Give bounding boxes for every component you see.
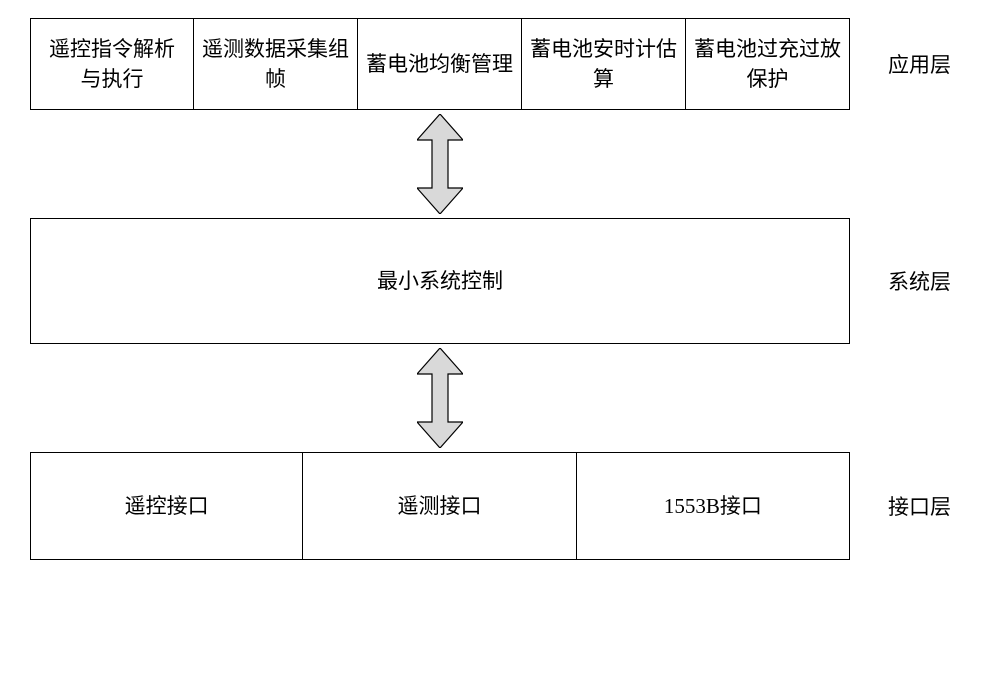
system-layer-row: 最小系统控制 系统层: [30, 218, 970, 344]
application-layer-boxes: 遥控指令解析与执行遥测数据采集组帧蓄电池均衡管理蓄电池安时计估算蓄电池过充过放保…: [30, 18, 850, 110]
top-box: 蓄电池过充过放保护: [686, 18, 850, 110]
architecture-diagram: 遥控指令解析与执行遥测数据采集组帧蓄电池均衡管理蓄电池安时计估算蓄电池过充过放保…: [30, 18, 970, 560]
application-layer-label: 应用层: [888, 49, 951, 79]
interface-layer-boxes: 遥控接口遥测接口1553B接口: [30, 452, 850, 560]
bottom-box: 1553B接口: [577, 452, 850, 560]
arrow-middle-bottom: [30, 344, 850, 452]
system-layer-label: 系统层: [888, 266, 951, 296]
top-box: 蓄电池均衡管理: [358, 18, 522, 110]
middle-box: 最小系统控制: [30, 218, 850, 344]
application-layer-row: 遥控指令解析与执行遥测数据采集组帧蓄电池均衡管理蓄电池安时计估算蓄电池过充过放保…: [30, 18, 970, 110]
interface-layer-label: 接口层: [888, 491, 951, 521]
double-arrow-icon: [417, 114, 463, 214]
bottom-box: 遥测接口: [303, 452, 576, 560]
top-box: 蓄电池安时计估算: [522, 18, 686, 110]
top-box: 遥控指令解析与执行: [30, 18, 194, 110]
bottom-box: 遥控接口: [30, 452, 303, 560]
interface-layer-row: 遥控接口遥测接口1553B接口 接口层: [30, 452, 970, 560]
arrow-top-middle: [30, 110, 850, 218]
double-arrow-icon: [417, 348, 463, 448]
system-layer-boxes: 最小系统控制: [30, 218, 850, 344]
top-box: 遥测数据采集组帧: [194, 18, 358, 110]
